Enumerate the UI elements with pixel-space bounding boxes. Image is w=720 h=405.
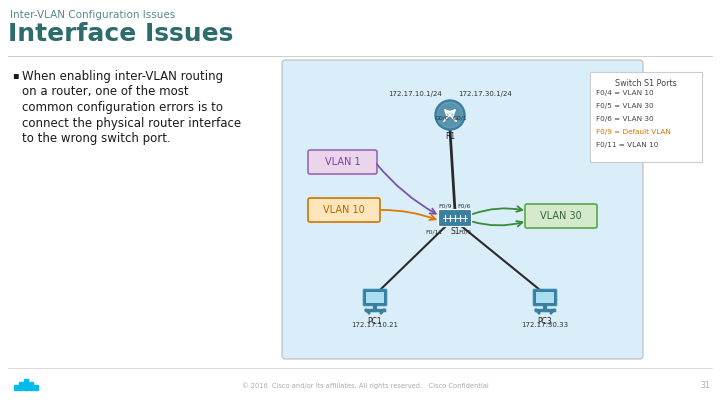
Text: F0/11: F0/11: [426, 230, 443, 235]
Text: PC3: PC3: [538, 317, 552, 326]
Text: F0/4 = VLAN 10: F0/4 = VLAN 10: [596, 90, 654, 96]
Text: VLAN 1: VLAN 1: [325, 157, 360, 167]
Bar: [34, 385, 37, 390]
Text: 172.17.10.1/24: 172.17.10.1/24: [388, 91, 442, 97]
Text: When enabling inter-VLAN routing: When enabling inter-VLAN routing: [22, 70, 223, 83]
Text: G0/0: G0/0: [435, 116, 449, 121]
FancyBboxPatch shape: [525, 204, 597, 228]
Text: PC1: PC1: [368, 317, 382, 326]
Text: Interface Issues: Interface Issues: [8, 22, 233, 46]
Text: common configuration errors is to: common configuration errors is to: [22, 101, 223, 114]
Text: G0/1: G0/1: [453, 116, 467, 121]
Text: 172.17.30.33: 172.17.30.33: [521, 322, 569, 328]
Text: on a router, one of the most: on a router, one of the most: [22, 85, 189, 98]
FancyBboxPatch shape: [536, 292, 554, 303]
Bar: [29, 382, 32, 390]
FancyBboxPatch shape: [366, 292, 384, 303]
Text: F0/6: F0/6: [457, 204, 471, 209]
Text: VLAN 10: VLAN 10: [323, 205, 365, 215]
FancyBboxPatch shape: [363, 289, 387, 306]
Text: F0/6 = VLAN 30: F0/6 = VLAN 30: [596, 116, 654, 122]
Text: F0/9 = Default VLAN: F0/9 = Default VLAN: [596, 129, 671, 135]
Text: Switch S1 Ports: Switch S1 Ports: [615, 79, 677, 88]
Text: R1: R1: [445, 132, 455, 141]
FancyBboxPatch shape: [590, 72, 702, 162]
Text: F0/9: F0/9: [438, 204, 452, 209]
Text: 172.17.10.21: 172.17.10.21: [351, 322, 398, 328]
Text: F0/5: F0/5: [458, 230, 472, 235]
Text: 31: 31: [701, 382, 710, 390]
Text: to the wrong switch port.: to the wrong switch port.: [22, 132, 171, 145]
Text: 172.17.30.1/24: 172.17.30.1/24: [458, 91, 512, 97]
FancyBboxPatch shape: [438, 209, 472, 226]
FancyBboxPatch shape: [533, 289, 557, 306]
Text: F0/11 = VLAN 10: F0/11 = VLAN 10: [596, 142, 658, 148]
Text: S1: S1: [450, 227, 460, 236]
FancyBboxPatch shape: [282, 60, 643, 359]
Bar: [24, 379, 27, 390]
Text: connect the physical router interface: connect the physical router interface: [22, 117, 241, 130]
Text: F0/5 = VLAN 30: F0/5 = VLAN 30: [596, 103, 654, 109]
Circle shape: [435, 100, 465, 130]
Text: VLAN 30: VLAN 30: [540, 211, 582, 221]
Circle shape: [437, 102, 463, 128]
FancyBboxPatch shape: [308, 150, 377, 174]
Bar: [14, 385, 17, 390]
Text: Inter-VLAN Configuration Issues: Inter-VLAN Configuration Issues: [10, 10, 175, 20]
Text: © 2016  Cisco and/or its affiliates. All rights reserved.   Cisco Confidential: © 2016 Cisco and/or its affiliates. All …: [242, 383, 488, 389]
FancyBboxPatch shape: [308, 198, 380, 222]
Text: ▪: ▪: [12, 70, 19, 80]
Bar: [19, 382, 22, 390]
